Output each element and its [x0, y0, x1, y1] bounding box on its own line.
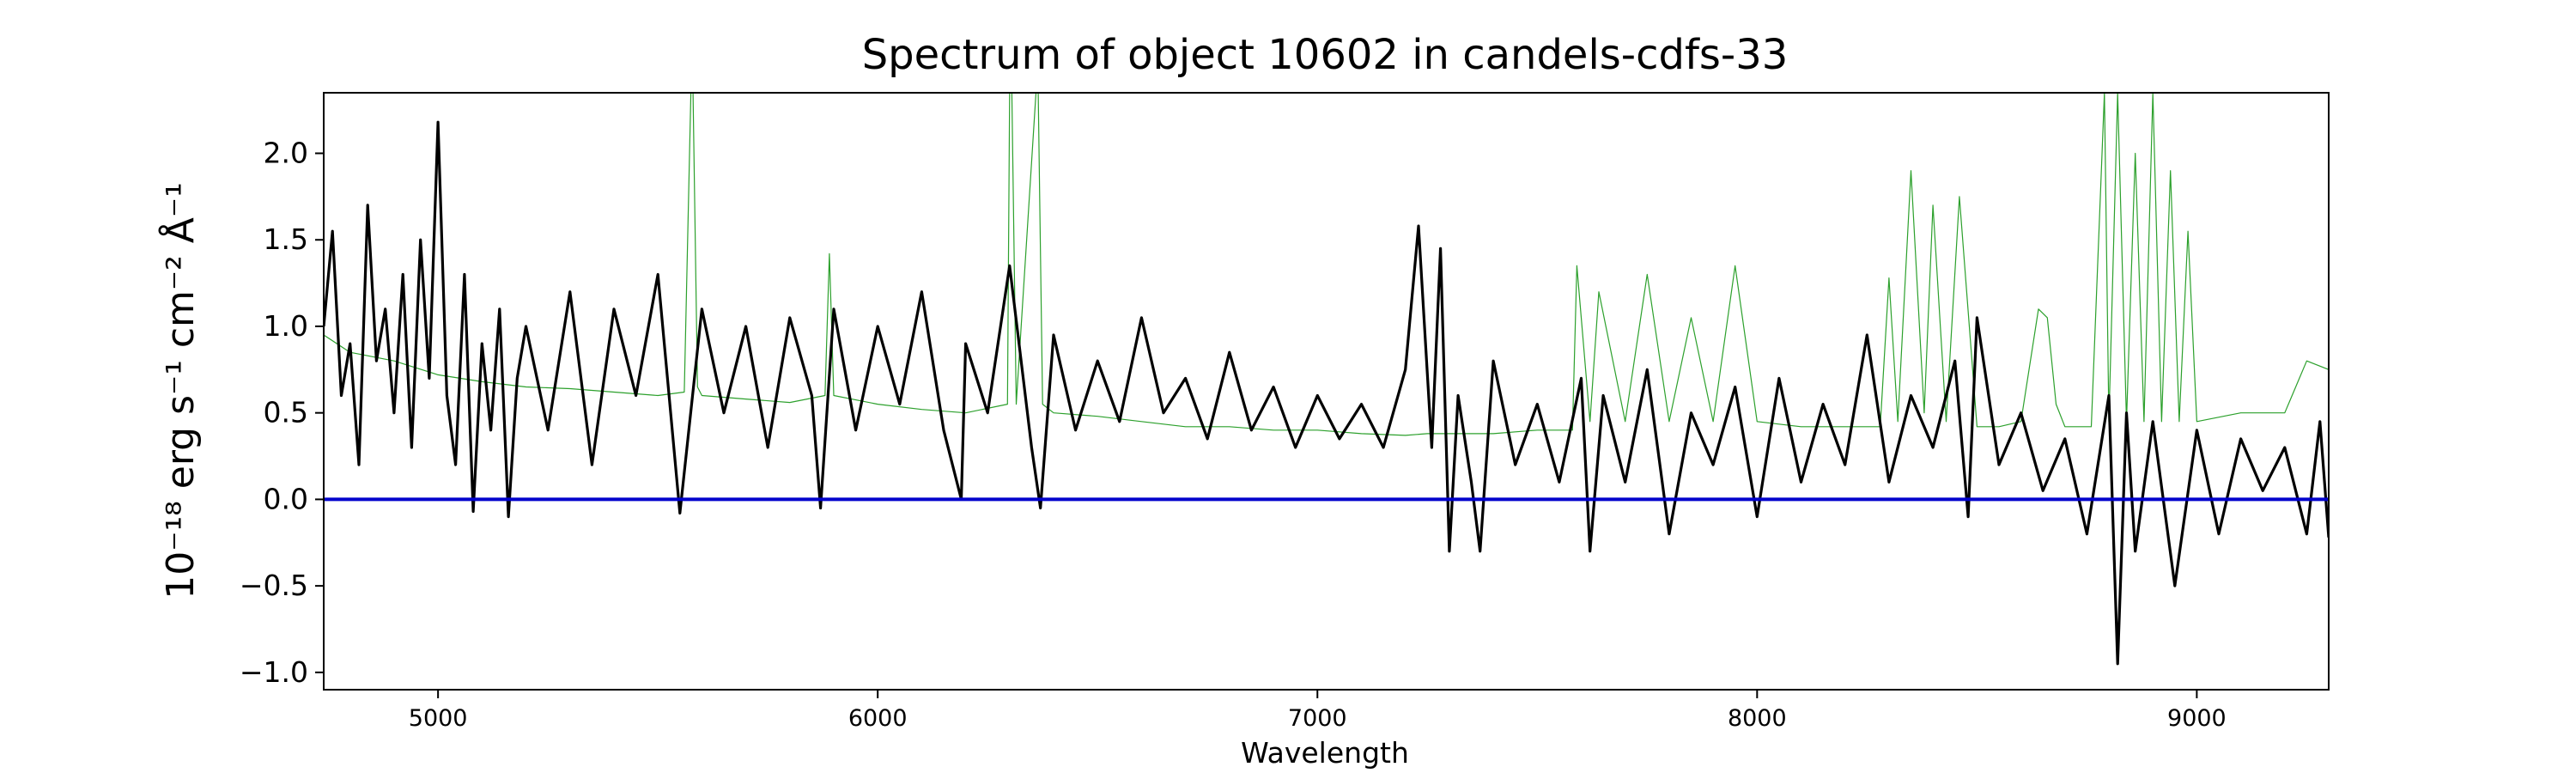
x-axis: 5000 6000 7000 8000 9000: [409, 690, 2227, 732]
model-spectrum-line: [324, 93, 2329, 436]
plot-area: [324, 93, 2329, 666]
plot-frame: [323, 92, 2330, 691]
chart-title: Spectrum of object 10602 in candels-cdfs…: [862, 31, 1789, 79]
observed-spectrum-line: [324, 120, 2329, 666]
x-axis-label: Wavelength: [1241, 736, 1409, 770]
x-tick-label: 8000: [1728, 705, 1787, 732]
y-tick-label: −1.0: [240, 655, 308, 689]
y-tick-label: 2.0: [264, 137, 308, 170]
y-tick-label: 1.0: [264, 309, 308, 343]
x-tick-label: 6000: [848, 705, 908, 732]
x-tick-label: 5000: [409, 705, 468, 732]
y-axis: −1.0 −0.5 0.0 0.5 1.0 1.5 2.0: [240, 137, 324, 689]
y-tick-label: −0.5: [240, 569, 308, 602]
x-tick-label: 7000: [1288, 705, 1347, 732]
y-tick-label: 0.0: [264, 482, 308, 515]
x-tick-label: 9000: [2167, 705, 2227, 732]
y-axis-label: 10⁻¹⁸ erg s⁻¹ cm⁻² Å⁻¹: [157, 182, 203, 599]
y-tick-label: 1.5: [264, 222, 308, 256]
y-tick-label: 0.5: [264, 396, 308, 429]
